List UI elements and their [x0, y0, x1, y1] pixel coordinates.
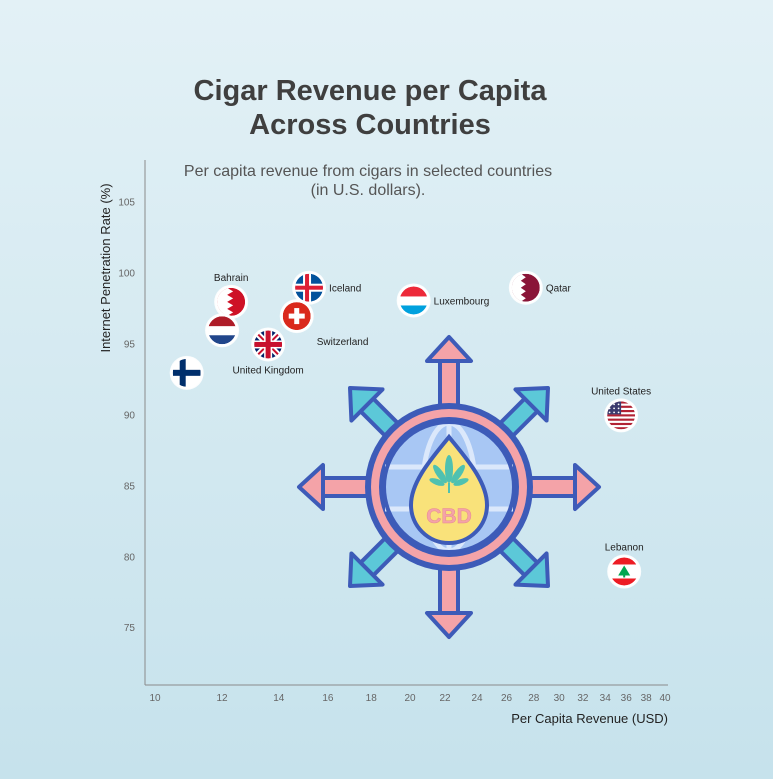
x-tick-label: 24	[472, 693, 484, 704]
chart-subtitle: Per capita revenue from cigars in select…	[168, 162, 568, 200]
x-tick-label: 14	[273, 693, 285, 704]
y-tick-label: 105	[118, 198, 135, 209]
cbd-globe-arrows-icon: CBD	[297, 335, 601, 639]
x-tick-label: 26	[501, 693, 513, 704]
data-point: United Kingdom	[233, 327, 304, 376]
lebanon-flag	[610, 557, 639, 586]
point-label: Luxembourg	[434, 296, 490, 307]
y-tick-label: 80	[124, 552, 136, 563]
x-tick-label: 18	[366, 693, 378, 704]
switzerland-flag	[282, 302, 311, 331]
data-point: Bahrain	[214, 273, 248, 319]
x-tick-label: 12	[217, 693, 229, 704]
chart-title-line-2: Across Countries	[249, 109, 491, 141]
chart-subtitle-line-1: Per capita revenue from cigars in select…	[183, 163, 553, 180]
x-tick-label: 32	[577, 693, 589, 704]
x-axis-title: Per Capita Revenue (USD)	[511, 711, 668, 726]
us-flag	[607, 401, 636, 430]
x-tick-label: 10	[149, 693, 161, 704]
cbd-text: CBD	[426, 505, 472, 528]
x-tick-label: 28	[528, 693, 540, 704]
x-tick-label: 34	[600, 693, 612, 704]
point-label: Switzerland	[317, 337, 369, 348]
data-point: Lebanon	[605, 542, 644, 589]
point-label: Qatar	[546, 284, 572, 295]
data-point: Qatar	[508, 270, 572, 305]
point-label: Iceland	[329, 284, 361, 295]
data-point: United States	[591, 386, 651, 433]
point-label: Bahrain	[214, 273, 248, 284]
data-point	[169, 355, 204, 390]
point-label: United States	[591, 386, 651, 397]
arrow-icon	[348, 536, 400, 588]
arrow-icon	[425, 565, 473, 639]
bahrain-flag	[217, 287, 246, 316]
cannabis-leaf-icon	[429, 455, 469, 493]
x-tick-labels: 10 12 14 16 18 20 22 24 26 28 30 32 34 36 38 40	[149, 693, 671, 704]
data-point	[205, 313, 240, 348]
x-tick-label: 36	[621, 693, 633, 704]
x-tick-label: 22	[440, 693, 452, 704]
uk-flag	[254, 330, 283, 359]
y-tick-label: 90	[124, 410, 136, 421]
x-tick-label: 40	[659, 693, 671, 704]
qatar-flag	[511, 273, 540, 302]
y-tick-labels: 75 80 85 90 95 100 105	[118, 198, 135, 635]
data-point: Iceland	[292, 270, 361, 305]
chart-title: Cigar Revenue per Capita Across Countrie…	[0, 74, 740, 142]
y-tick-label: 85	[124, 481, 136, 492]
y-tick-label: 100	[118, 269, 135, 280]
data-point: Switzerland	[279, 299, 369, 348]
chart-subtitle-line-2: (in U.S. dollars).	[310, 182, 426, 199]
iceland-flag	[295, 273, 324, 302]
x-tick-label: 20	[404, 693, 416, 704]
arrow-icon	[425, 335, 473, 409]
x-tick-label: 38	[641, 693, 653, 704]
y-tick-label: 75	[124, 623, 136, 634]
y-axis-title: Internet Penetration Rate (%)	[98, 183, 113, 352]
x-tick-label: 16	[322, 693, 334, 704]
chart-title-line-1: Cigar Revenue per Capita	[193, 75, 547, 107]
data-point: Luxembourg	[396, 283, 490, 318]
luxembourg-flag	[399, 286, 428, 315]
arrow-icon	[297, 463, 371, 511]
data-points: Bahrain Iceland Switzerland United Kingdom L…	[169, 270, 651, 589]
netherlands-flag	[208, 316, 237, 345]
point-label: Lebanon	[605, 542, 644, 553]
y-tick-label: 95	[124, 339, 136, 350]
point-label: United Kingdom	[233, 365, 304, 376]
finland-flag	[172, 358, 201, 387]
arrow-icon	[527, 463, 601, 511]
x-tick-label: 30	[554, 693, 566, 704]
